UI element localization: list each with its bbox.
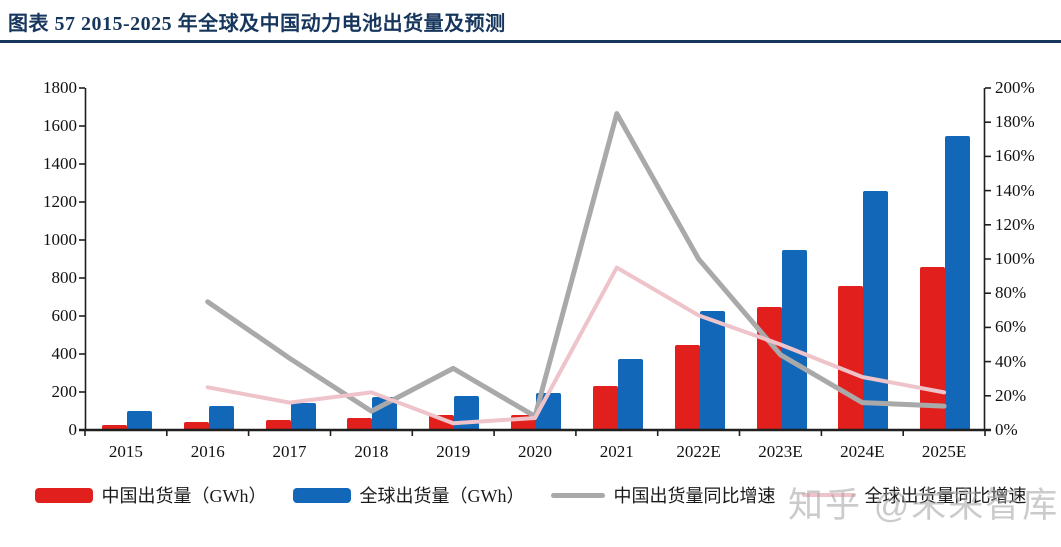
- right-axis-tick-label: 100%: [995, 249, 1035, 268]
- watermark: 知乎 @未来智库: [788, 486, 1060, 525]
- left-axis-tick-label: 1000: [43, 230, 77, 249]
- x-axis-label-2024E: 2024E: [840, 442, 885, 461]
- x-axis-label-2020: 2020: [518, 442, 552, 461]
- legend-label: 全球出货量（GWh）: [359, 486, 525, 506]
- legend-bar-swatch: [34, 487, 93, 503]
- bar-china-2018: [347, 418, 373, 430]
- legend-label: 全球出货量同比增速: [864, 486, 1027, 506]
- legend-bar-swatch: [292, 487, 351, 503]
- left-axis-tick-label: 1200: [43, 192, 77, 211]
- right-axis-tick-label: 0%: [995, 420, 1018, 439]
- bar-global-2016: [208, 406, 234, 430]
- bar-global-2018: [372, 396, 398, 430]
- x-axis-label-2021: 2021: [599, 442, 634, 461]
- bar-china-2024E: [838, 285, 864, 430]
- plot-area: [79, 87, 991, 436]
- left-axis-tick-label: 200: [51, 382, 78, 401]
- x-axis-label-2018: 2018: [354, 442, 389, 461]
- legend-item-2: 中国出货量同比增速: [550, 482, 776, 508]
- bar-global-2024E: [863, 190, 889, 430]
- right-axis-tick-label: 40%: [995, 351, 1027, 371]
- legend-item-1: 全球出货量（GWh）: [292, 482, 525, 508]
- bar-china-2019: [429, 414, 455, 430]
- bar-global-2023E: [781, 249, 807, 430]
- bar-global-2021: [617, 358, 643, 430]
- right-axis-tick-label: 120%: [995, 214, 1035, 234]
- bar-china-2021: [592, 386, 618, 430]
- bar-global-2022E: [699, 311, 725, 430]
- legend-label: 中国出货量同比增速: [613, 486, 776, 506]
- bar-china-2017: [265, 419, 291, 430]
- right-axis-tick-label: 200%: [995, 78, 1035, 97]
- right-axis-tick-label: 140%: [995, 180, 1035, 200]
- bar-global-2017: [290, 403, 316, 430]
- legend-item-3: 全球出货量同比增速: [801, 482, 1027, 508]
- left-axis-tick-label: 400: [51, 344, 78, 363]
- bar-china-2016: [183, 422, 209, 430]
- bar-china-2020: [511, 414, 536, 430]
- legend-line-swatch: [801, 493, 856, 497]
- bar-china-2025E: [920, 266, 946, 430]
- left-axis-tick-label: 800: [51, 268, 78, 287]
- bar-china-2015: [101, 425, 127, 430]
- x-axis-label-2019: 2019: [436, 442, 471, 461]
- x-axis-label-2017: 2017: [272, 442, 307, 461]
- left-axis-tick-label: 0: [68, 420, 78, 439]
- right-axis-tick-label: 20%: [995, 385, 1027, 405]
- x-axis-label-2023E: 2023E: [758, 442, 803, 461]
- left-axis-tick-label: 1400: [43, 154, 77, 173]
- legend-line-swatch: [550, 492, 605, 498]
- left-axis-tick-label: 1800: [43, 78, 77, 97]
- bar-china-2022E: [674, 344, 700, 430]
- figure-title: 图表 57 2015-2025 年全球及中国动力电池出货量及预测: [8, 13, 506, 35]
- battery-shipment-chart: 0 200 400 600 800 1000 1200 1400 1600 1800 0% 20% 40…: [0, 46, 1061, 476]
- right-axis-tick-label: 160%: [995, 146, 1035, 166]
- bar-global-2019: [454, 395, 480, 430]
- chart-legend: 中国出货量（GWh） 全球出货量（GWh） 中国出货量同比增速 全球出货量同比增速: [0, 482, 1061, 508]
- bar-global-2020: [536, 392, 561, 430]
- legend-label: 中国出货量（GWh）: [101, 486, 267, 506]
- x-axis-label-2022E: 2022E: [676, 442, 721, 461]
- x-axis-label-2016: 2016: [190, 442, 225, 461]
- left-axis-tick-label: 1600: [43, 116, 77, 135]
- x-axis-label-2025E: 2025E: [921, 442, 967, 461]
- right-axis-tick-label: 180%: [995, 112, 1035, 132]
- legend-item-0: 中国出货量（GWh）: [34, 482, 267, 508]
- bar-global-2015: [126, 411, 152, 430]
- bar-china-2023E: [756, 306, 782, 430]
- left-axis-tick-label: 600: [51, 306, 78, 325]
- x-axis-label-2015: 2015: [108, 442, 143, 461]
- right-axis-tick-label: 60%: [995, 317, 1027, 337]
- title-underline: [0, 40, 1061, 43]
- bar-global-2025E: [945, 135, 971, 430]
- right-axis-tick-label: 80%: [995, 283, 1027, 303]
